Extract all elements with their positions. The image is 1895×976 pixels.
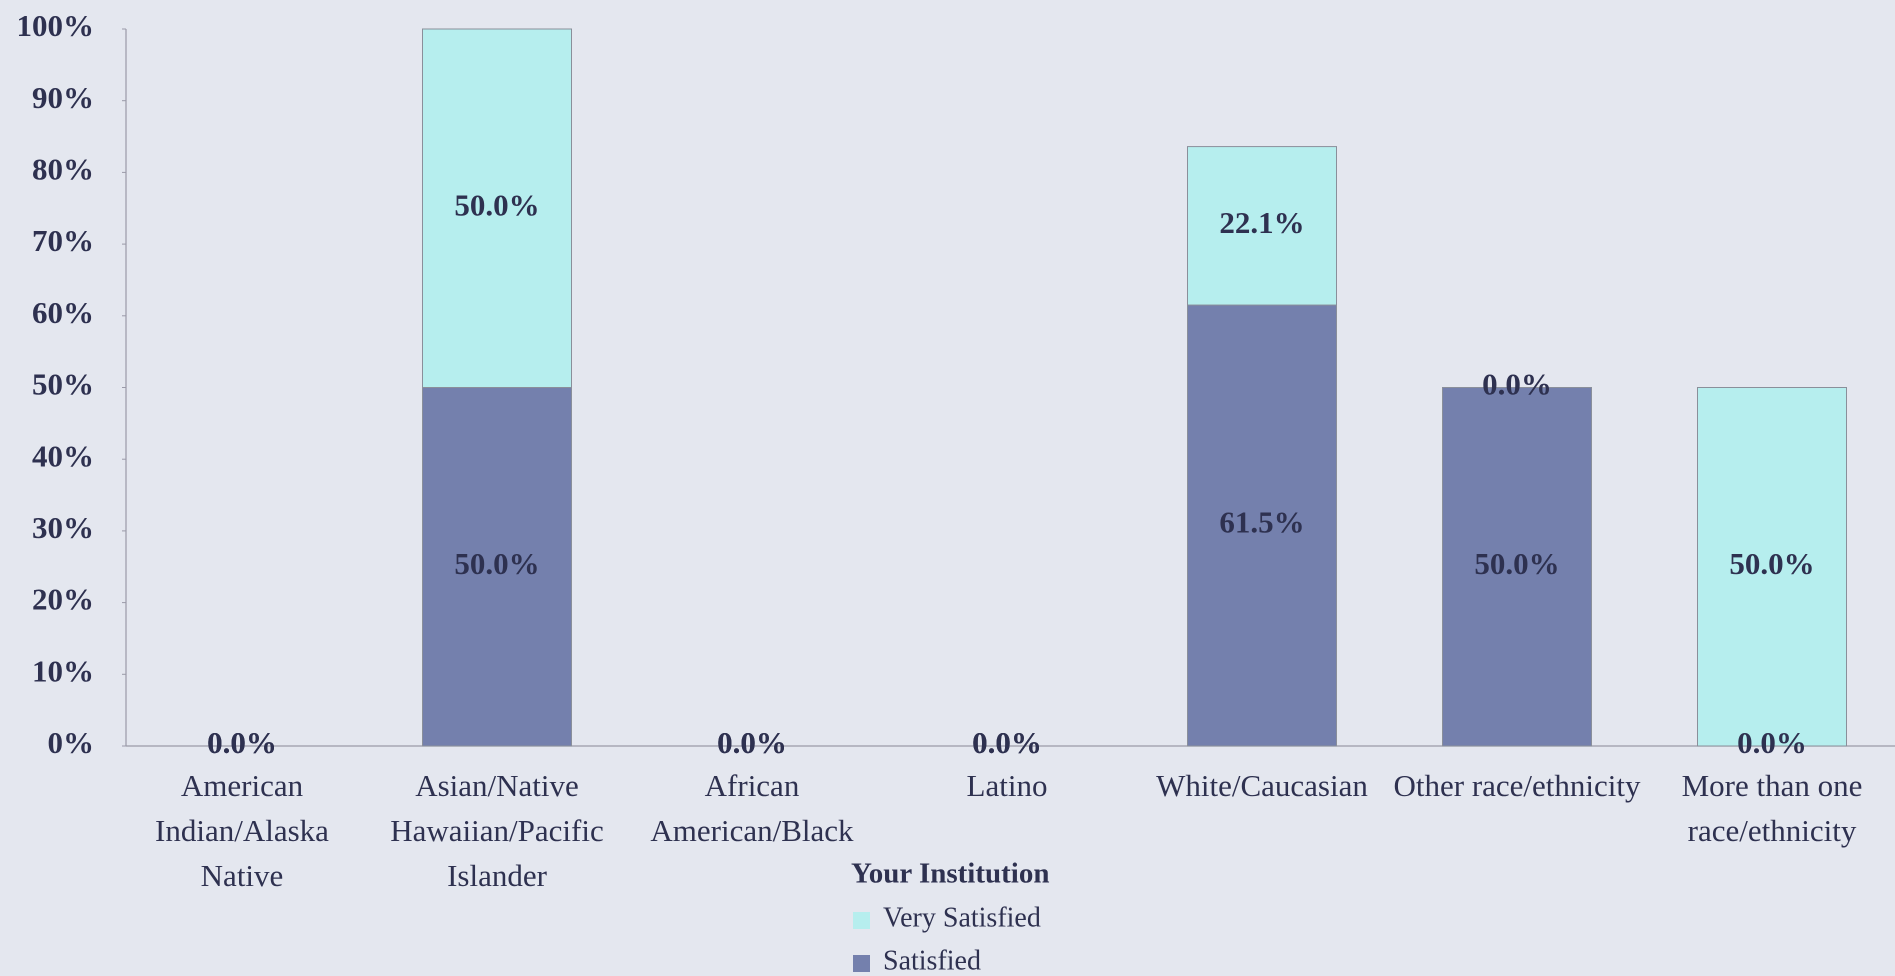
bar-segment — [1442, 387, 1592, 747]
legend-swatch — [853, 912, 870, 929]
data-label: 0.0% — [972, 725, 1042, 760]
y-tick-label: 80% — [32, 152, 94, 187]
bar-segment — [1187, 304, 1337, 747]
y-tick-label: 100% — [17, 8, 95, 43]
x-tick-label: More than one race/ethnicity — [1681, 768, 1863, 848]
legend-label: Very Satisfied — [883, 902, 1041, 933]
y-tick-label: 40% — [32, 438, 94, 473]
legend-title: Your Institution — [851, 858, 1050, 890]
y-tick-label: 30% — [32, 510, 94, 545]
data-label: 0.0% — [717, 725, 787, 760]
legend-label: Satisfied — [883, 945, 981, 976]
y-tick-label: 60% — [32, 295, 94, 330]
y-tick-label: 70% — [32, 223, 94, 258]
x-tick-label: Other race/ethnicity — [1393, 768, 1641, 803]
data-label: 50.0% — [454, 546, 539, 581]
data-label: 50.0% — [1729, 546, 1814, 581]
y-tick-label: 0% — [48, 725, 95, 760]
data-label: 0.0% — [972, 725, 1042, 760]
data-label: 22.1% — [1219, 205, 1304, 240]
bar-segment — [422, 28, 572, 388]
y-tick-label: 90% — [32, 80, 94, 115]
x-tick-label: White/Caucasian — [1156, 768, 1368, 803]
data-label: 50.0% — [454, 187, 539, 222]
x-tick-label: Latino — [966, 768, 1048, 803]
data-label: 0.0% — [1482, 367, 1552, 402]
x-tick-label: American Indian/Alaska Native — [155, 768, 329, 893]
data-label: 0.0% — [1737, 725, 1807, 760]
data-label: 0.0% — [207, 725, 277, 760]
data-label: 0.0% — [207, 725, 277, 760]
y-tick-label: 10% — [32, 653, 94, 688]
y-tick-label: 20% — [32, 582, 94, 617]
data-label: 61.5% — [1219, 505, 1304, 540]
legend-swatch — [853, 955, 870, 972]
y-tick-label: 50% — [32, 367, 94, 402]
bar-segment — [1187, 146, 1337, 306]
data-label: 0.0% — [717, 725, 787, 760]
x-tick-label: African American/Black — [650, 768, 854, 848]
x-tick-label: Asian/Native Hawaiian/Pacific Islander — [390, 768, 604, 893]
bar-segment — [422, 387, 572, 747]
data-label: 50.0% — [1474, 546, 1559, 581]
bar-segment — [1697, 387, 1847, 747]
